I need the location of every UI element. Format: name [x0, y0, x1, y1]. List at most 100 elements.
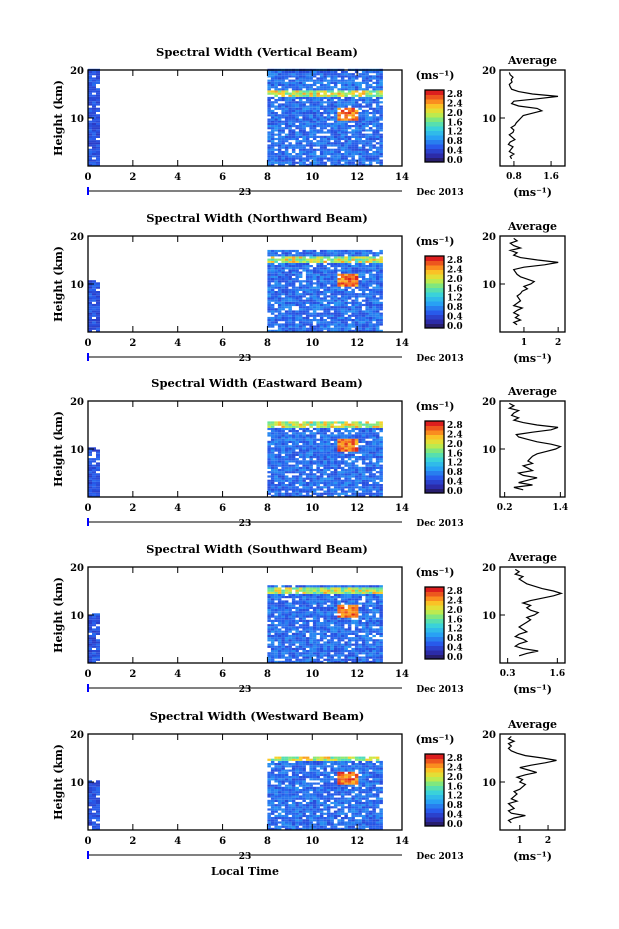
- heatmap-cell: [375, 481, 380, 485]
- heatmap-cell: [302, 260, 306, 263]
- heatmap-cell: [326, 591, 331, 594]
- heatmap-cell: [295, 619, 299, 622]
- heatmap-cell: [361, 280, 366, 283]
- heatmap-cell: [267, 157, 271, 160]
- heatmap-cell: [368, 103, 373, 106]
- heatmap-cell: [88, 641, 92, 644]
- heatmap-cell: [305, 466, 310, 469]
- heatmap-cell: [351, 299, 355, 302]
- heatmap-cell: [358, 471, 362, 474]
- heatmap-cell: [284, 600, 289, 603]
- colorbar-band: [425, 479, 444, 485]
- heatmap-cell: [347, 249, 352, 253]
- heatmap-cell: [351, 109, 355, 112]
- heatmap-cell: [351, 658, 355, 661]
- heatmap-cell: [295, 613, 299, 616]
- heatmap-cell: [92, 310, 96, 313]
- heatmap-cell: [316, 258, 320, 261]
- heatmap-cell: [270, 622, 275, 625]
- heatmap-cell: [340, 92, 345, 95]
- heatmap-cell: [375, 73, 380, 76]
- heatmap-cell: [92, 125, 96, 128]
- heatmap-cell: [274, 293, 278, 296]
- heatmap-cell: [372, 654, 376, 657]
- heatmap-cell: [337, 81, 341, 84]
- heatmap-cell: [298, 323, 303, 326]
- heatmap-cell: [274, 427, 278, 431]
- heatmap-cell: [340, 316, 345, 320]
- heatmap-cell: [92, 641, 96, 644]
- heatmap-cell: [344, 477, 348, 480]
- heatmap-cell: [344, 153, 348, 156]
- heatmap-cell: [281, 656, 285, 659]
- heatmap-cell: [295, 79, 299, 82]
- heatmap-cell: [316, 647, 320, 651]
- heatmap-cell: [326, 312, 331, 315]
- heatmap-cell: [344, 425, 348, 428]
- heatmap-cell: [347, 153, 352, 156]
- heatmap-cell: [323, 105, 327, 108]
- heatmap-cell: [295, 434, 299, 437]
- heatmap-cell: [270, 611, 275, 614]
- heatmap-cell: [316, 477, 320, 480]
- heatmap-cell: [347, 604, 352, 607]
- heatmap-cell: [274, 598, 278, 601]
- heatmap-cell: [351, 75, 355, 78]
- heatmap-cell: [284, 295, 289, 298]
- heatmap-cell: [347, 280, 352, 283]
- heatmap-cell: [288, 291, 292, 294]
- heatmap-cell: [323, 466, 327, 469]
- heatmap-cell: [372, 146, 376, 149]
- heatmap-cell: [330, 297, 334, 300]
- heatmap-cell: [92, 107, 96, 110]
- heatmap-cell: [92, 116, 96, 119]
- heatmap-cell: [372, 427, 376, 431]
- heatmap-cell: [375, 596, 380, 599]
- heatmap-cell: [312, 432, 317, 435]
- heatmap-cell: [326, 622, 331, 625]
- heatmap-cell: [92, 299, 96, 302]
- heatmap-cell: [330, 637, 334, 640]
- heatmap-cell: [365, 260, 369, 263]
- heatmap-cell: [309, 116, 313, 119]
- heatmap-cell: [347, 443, 352, 446]
- heatmap-cell: [368, 112, 373, 115]
- heatmap-cell: [347, 628, 352, 631]
- heatmap-cell: [368, 630, 373, 633]
- heatmap-cell: [351, 254, 355, 257]
- heatmap-cell: [347, 256, 352, 259]
- heatmap-cell: [316, 77, 320, 80]
- heatmap-cell: [88, 451, 92, 454]
- heatmap-cell: [333, 591, 338, 594]
- heatmap-cell: [270, 645, 275, 648]
- heatmap-cell: [274, 589, 278, 592]
- heatmap-cell: [358, 282, 362, 285]
- heatmap-cell: [312, 278, 317, 281]
- heatmap-cell: [274, 291, 278, 294]
- heatmap-cell: [361, 486, 366, 489]
- heatmap-cell: [375, 288, 380, 291]
- heatmap-cell: [361, 624, 366, 627]
- colorbar-unit: (ms⁻¹): [416, 235, 455, 248]
- heatmap-cell: [305, 94, 310, 97]
- heatmap-cell: [351, 146, 355, 149]
- heatmap-cell: [277, 494, 282, 497]
- heatmap-cell: [372, 468, 376, 472]
- heatmap-cell: [337, 589, 341, 592]
- heatmap-cell: [358, 155, 362, 158]
- heatmap-cell: [354, 423, 359, 426]
- heatmap-cell: [96, 157, 100, 160]
- heatmap-cell: [284, 103, 289, 106]
- heatmap-cell: [354, 310, 359, 313]
- heatmap-cell: [96, 475, 100, 478]
- heatmap-cell: [347, 258, 352, 261]
- heatmap-cell: [305, 464, 310, 467]
- heatmap-cell: [92, 150, 96, 154]
- heatmap-cell: [88, 90, 92, 93]
- heatmap-cell: [291, 125, 296, 128]
- heatmap-cell: [270, 624, 275, 627]
- heatmap-cell: [323, 323, 327, 326]
- heatmap-cell: [92, 112, 96, 115]
- heatmap-cell: [316, 624, 320, 627]
- heatmap-cell: [354, 427, 359, 431]
